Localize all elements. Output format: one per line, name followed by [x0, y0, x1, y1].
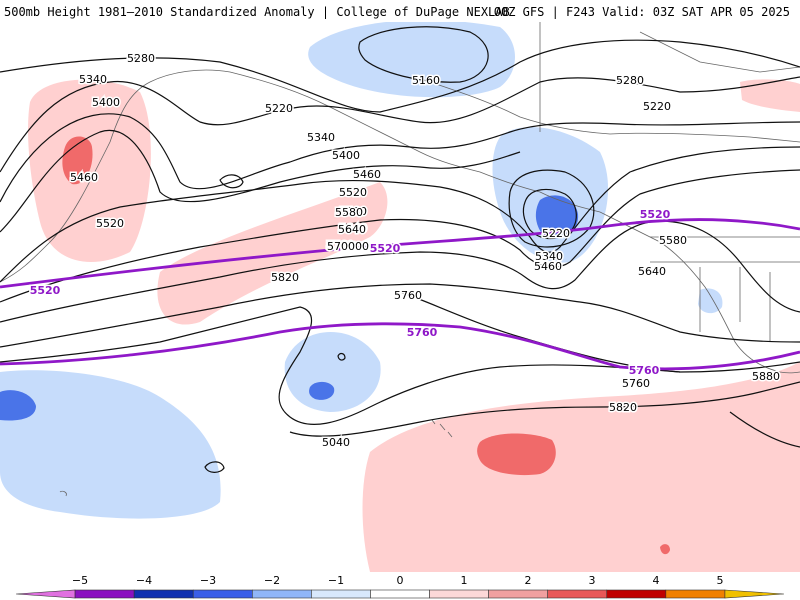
- colorbar-band: [370, 589, 430, 599]
- height-contour-label: 5640: [339, 222, 367, 235]
- height-contour-label: 5580: [339, 205, 367, 218]
- height-contour-label: 5640: [638, 265, 666, 278]
- colorbar-tick-label: −2: [264, 574, 280, 587]
- height-contour-label: 5280: [616, 74, 644, 87]
- colorbar-tick-label: 4: [653, 574, 660, 587]
- height-contour-label: 5460: [353, 168, 381, 181]
- height-contour-label: 5760: [394, 289, 422, 302]
- colorbar-band: [311, 589, 371, 599]
- colorbar-band: [133, 589, 194, 599]
- height-contour-label: 5640: [338, 223, 366, 236]
- highlight-contour-label: 5520: [30, 284, 61, 297]
- colorbar-bands: [15, 589, 785, 599]
- colorbar-tick-label: 3: [589, 574, 596, 587]
- height-contour-label: 5340: [79, 73, 107, 86]
- contour-labels: 5280534054005460552052205580564057005760…: [28, 51, 781, 451]
- height-contour-label: 5520: [339, 186, 367, 199]
- highlight-contours: [0, 218, 800, 371]
- anomaly-shading: [0, 22, 800, 572]
- colorbar-band: [15, 589, 76, 599]
- colorbar-tick-label: −5: [72, 574, 88, 587]
- height-contour-label: 5340: [535, 250, 563, 263]
- height-contour-label: 5700: [341, 240, 369, 253]
- colorbar-band: [724, 589, 785, 599]
- colorbar-band: [665, 589, 726, 599]
- title-bar: 500mb Height 1981–2010 Standardized Anom…: [0, 0, 800, 22]
- height-contour-label: 5760: [326, 239, 354, 252]
- colorbar-ticks: −5 −4 −3 −2 −1 0 1 2 3 4 5: [72, 574, 724, 587]
- colorbar-band: [74, 589, 135, 599]
- highlight-contour-label: 5760: [629, 364, 660, 377]
- colorbar-tick-label: 0: [397, 574, 404, 587]
- colorbar-tick-label: 2: [525, 574, 532, 587]
- height-contour-label: 5460: [534, 260, 562, 273]
- height-contour-label: 5340: [307, 131, 335, 144]
- anomaly-map: 5280534054005460552052205580564057005760…: [0, 22, 800, 572]
- model-run-title: 00Z GFS | F243 Valid: 03Z SAT APR 05 202…: [493, 5, 790, 19]
- colorbar-band: [547, 589, 608, 599]
- height-contour-label: 5580: [335, 206, 363, 219]
- height-contour-label: 5220: [643, 100, 671, 113]
- map-title: 500mb Height 1981–2010 Standardized Anom…: [4, 5, 510, 19]
- height-contour-label: 5700: [327, 240, 355, 253]
- colorbar-band: [429, 589, 489, 599]
- height-contour-label: 5820: [609, 401, 637, 414]
- height-contour-label: 5280: [127, 52, 155, 65]
- height-contour-label: 5400: [332, 149, 360, 162]
- colorbar: −5 −4 −3 −2 −1 0 1 2 3 4 5: [15, 574, 785, 599]
- colorbar-tick-label: −1: [328, 574, 344, 587]
- height-contour-label: 5820: [271, 271, 299, 284]
- height-contour-label: 5760: [622, 377, 650, 390]
- colorbar-tick-label: −3: [200, 574, 216, 587]
- colorbar-band: [192, 589, 253, 599]
- height-contour-label: 5880: [752, 370, 780, 383]
- height-contour-label: 5220: [265, 102, 293, 115]
- height-contour-label: 5160: [412, 74, 440, 87]
- height-contour-label: 5400: [92, 96, 120, 109]
- height-contour-label: 5220: [542, 227, 570, 240]
- height-contour-label: 5520: [96, 217, 124, 230]
- colorbar-band: [488, 589, 548, 599]
- colorbar-band: [252, 589, 312, 599]
- colorbar-tick-label: 5: [717, 574, 724, 587]
- colorbar-tick-label: 1: [461, 574, 468, 587]
- height-contour-label: 5580: [659, 234, 687, 247]
- height-contours: [0, 26, 800, 473]
- highlight-contour-label: 5520: [370, 242, 401, 255]
- colorbar-tick-label: −4: [136, 574, 152, 587]
- colorbar-band: [606, 589, 667, 599]
- height-contour-label: 5040: [322, 436, 350, 449]
- highlight-contour-label: 5520: [640, 208, 671, 221]
- highlight-contour-label: 5760: [407, 326, 438, 339]
- height-contour-label: 5460: [70, 171, 98, 184]
